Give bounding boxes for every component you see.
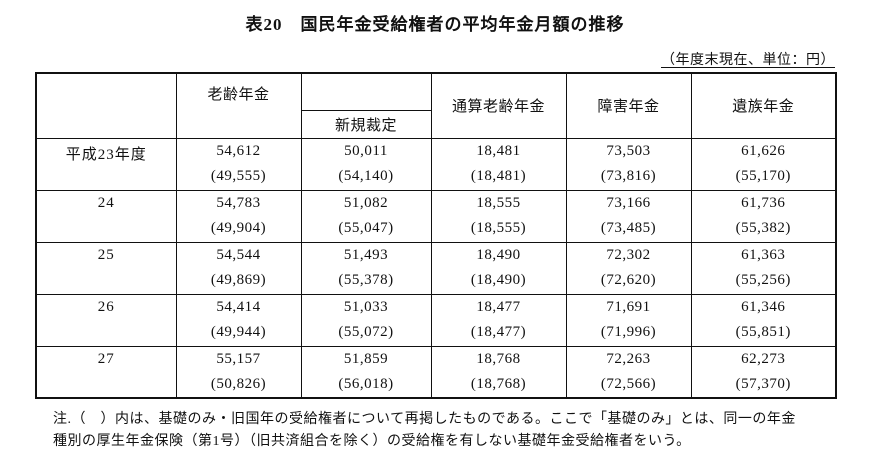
footnote-line-2: 種別の厚生年金保険（第1号）（旧共済組合を除く）の受給権を有しない基礎年金受給権…	[53, 434, 691, 449]
table-row-paren: (49,904) (55,047) (18,555) (73,485) (55,…	[36, 216, 836, 243]
table-row-main: 24 54,783 51,082 18,555 73,166 61,736	[36, 190, 836, 243]
value-cell: 54,544	[175, 242, 301, 268]
paren-value-cell: (54,140)	[300, 164, 431, 191]
value-cell: 18,555	[430, 190, 566, 216]
value-cell: 51,493	[300, 242, 431, 268]
old-age-subcolumn-spacer	[300, 73, 431, 111]
value-cell: 18,477	[430, 294, 566, 320]
paren-value-cell: (55,170)	[690, 164, 836, 191]
value-cell: 50,011	[300, 138, 431, 164]
paren-value-cell: (55,851)	[690, 320, 836, 347]
paren-value-cell: (18,477)	[430, 320, 566, 347]
column-header-survivors-pension: 遺族年金	[690, 73, 836, 139]
paren-value-cell: (18,490)	[430, 268, 566, 295]
value-cell: 51,859	[300, 346, 431, 372]
table-title: 表20 国民年金受給権者の平均年金月額の推移	[245, 15, 625, 34]
paren-value-cell: (55,256)	[690, 268, 836, 295]
value-cell: 54,783	[175, 190, 301, 216]
table-row-main: 平成23年度 54,612 50,011 18,481 73,503 61,62…	[36, 138, 836, 191]
value-cell: 18,490	[430, 242, 566, 268]
paren-value-cell: (49,904)	[175, 216, 301, 243]
table-row-main: 26 54,414 51,033 18,477 71,691 61,346	[36, 294, 836, 347]
table-body: 平成23年度 54,612 50,011 18,481 73,503 61,62…	[36, 138, 836, 399]
value-cell: 73,503	[565, 138, 691, 164]
paren-value-cell: (57,370)	[690, 372, 836, 399]
value-cell: 62,273	[690, 346, 836, 372]
value-cell: 73,166	[565, 190, 691, 216]
paren-value-cell: (55,072)	[300, 320, 431, 347]
value-cell: 18,768	[430, 346, 566, 372]
value-cell: 18,481	[430, 138, 566, 164]
paren-value-cell: (71,996)	[565, 320, 691, 347]
column-header-new-award: 新規裁定	[300, 110, 431, 139]
table-row-main: 25 54,544 51,493 18,490 72,302 61,363	[36, 242, 836, 295]
value-cell: 54,414	[175, 294, 301, 320]
value-cell: 61,736	[690, 190, 836, 216]
column-header-combined-old-age-pension: 通算老齢年金	[430, 73, 566, 139]
paren-value-cell: (18,768)	[430, 372, 566, 399]
paren-value-cell: (55,382)	[690, 216, 836, 243]
year-label: 26	[36, 294, 176, 347]
table-row-paren: (49,944) (55,072) (18,477) (71,996) (55,…	[36, 320, 836, 347]
unit-note: （年度末現在、単位：円）	[661, 53, 835, 68]
table-row-main: 27 55,157 51,859 18,768 72,263 62,273	[36, 346, 836, 399]
value-cell: 51,082	[300, 190, 431, 216]
value-cell: 61,626	[690, 138, 836, 164]
year-label: 25	[36, 242, 176, 295]
value-cell: 71,691	[565, 294, 691, 320]
paren-value-cell: (73,485)	[565, 216, 691, 243]
column-header-disability-pension: 障害年金	[565, 73, 691, 139]
paren-value-cell: (55,378)	[300, 268, 431, 295]
pension-table: 老齢年金 通算老齢年金 障害年金 遺族年金 新規裁定 平成23年度 54,612…	[35, 72, 837, 399]
paren-value-cell: (18,481)	[430, 164, 566, 191]
year-label: 平成23年度	[36, 138, 176, 191]
value-cell: 61,363	[690, 242, 836, 268]
value-cell: 51,033	[300, 294, 431, 320]
paren-value-cell: (55,047)	[300, 216, 431, 243]
paren-value-cell: (49,944)	[175, 320, 301, 347]
table-row-paren: (50,826) (56,018) (18,768) (72,566) (57,…	[36, 372, 836, 399]
value-cell: 61,346	[690, 294, 836, 320]
value-cell: 55,157	[175, 346, 301, 372]
paren-value-cell: (56,018)	[300, 372, 431, 399]
table-header: 老齢年金 通算老齢年金 障害年金 遺族年金 新規裁定	[36, 73, 836, 139]
footnote: 注.（ ）内は、基礎のみ・旧国年の受給権者について再掲したものである。ここで「基…	[35, 409, 835, 453]
paren-value-cell: (73,816)	[565, 164, 691, 191]
paren-value-cell: (72,620)	[565, 268, 691, 295]
year-label: 27	[36, 346, 176, 399]
paren-value-cell: (72,566)	[565, 372, 691, 399]
column-header-old-age-pension: 老齢年金	[175, 73, 301, 139]
year-label: 24	[36, 190, 176, 243]
paren-value-cell: (50,826)	[175, 372, 301, 399]
paren-value-cell: (18,555)	[430, 216, 566, 243]
paren-value-cell: (49,555)	[175, 164, 301, 191]
table-row-paren: (49,869) (55,378) (18,490) (72,620) (55,…	[36, 268, 836, 295]
table-row-paren: (49,555) (54,140) (18,481) (73,816) (55,…	[36, 164, 836, 191]
value-cell: 72,302	[565, 242, 691, 268]
value-cell: 54,612	[175, 138, 301, 164]
year-column-header	[36, 73, 176, 139]
footnote-line-1: 注.（ ）内は、基礎のみ・旧国年の受給権者について再掲したものである。ここで「基…	[53, 412, 796, 427]
paren-value-cell: (49,869)	[175, 268, 301, 295]
value-cell: 72,263	[565, 346, 691, 372]
